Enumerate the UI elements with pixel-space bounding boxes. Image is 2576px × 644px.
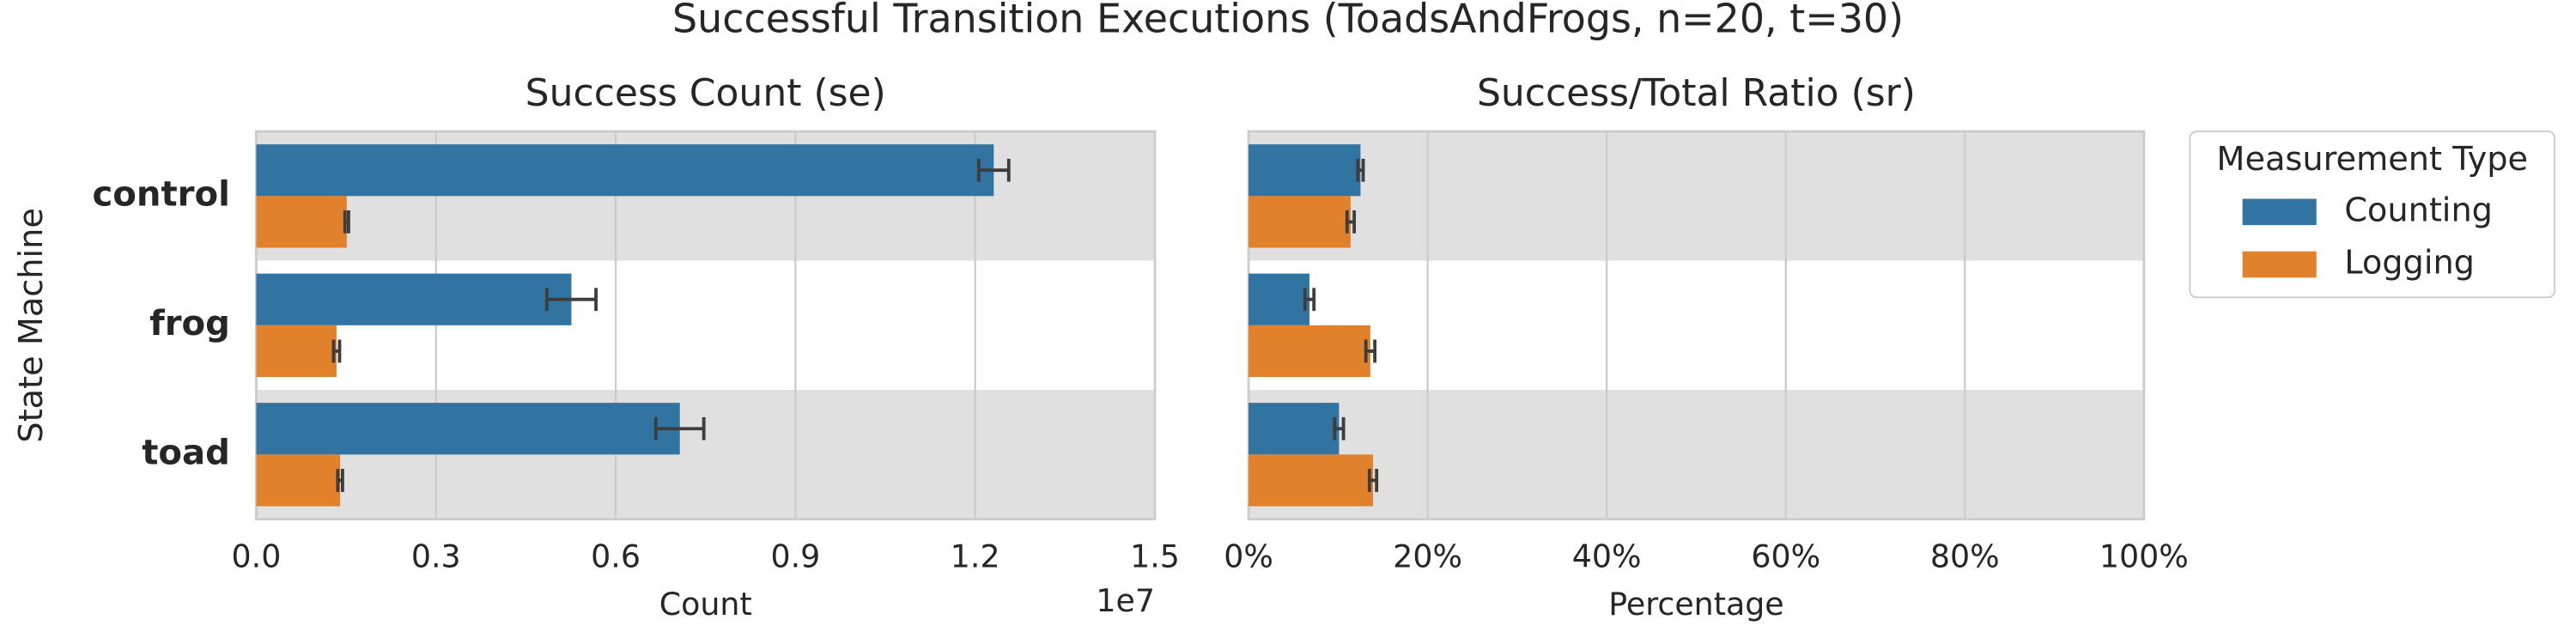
bar — [256, 144, 994, 197]
chart-title: Success Count (se) — [526, 71, 886, 115]
x-tick-label: 40% — [1572, 538, 1642, 575]
error-bar — [1303, 288, 1316, 312]
error-bar — [1364, 339, 1377, 363]
bar — [256, 454, 341, 507]
bar — [1249, 403, 1340, 455]
y-tick-label: control — [93, 174, 230, 214]
bar — [256, 403, 680, 455]
figure-title: Successful Transition Executions (ToadsA… — [672, 0, 1904, 41]
error-bar — [343, 210, 350, 234]
x-offset-label: 1e7 — [1096, 582, 1155, 619]
bar — [256, 196, 347, 248]
bar — [1249, 273, 1309, 325]
error-bar — [653, 416, 706, 440]
x-tick-label: 0.6 — [591, 538, 641, 575]
x-tick-label: 1.5 — [1130, 538, 1180, 575]
x-tick-label: 0% — [1224, 538, 1273, 575]
x-tick-label: 1.2 — [951, 538, 1000, 575]
legend-label: Logging — [2344, 244, 2475, 283]
y-tick-label: toad — [142, 433, 230, 472]
legend-swatch — [2242, 251, 2317, 278]
bar — [1249, 325, 1370, 378]
bar — [256, 273, 572, 325]
x-tick-label: 80% — [1930, 538, 2000, 575]
x-tick-label: 20% — [1393, 538, 1462, 575]
x-tick-label: 0.3 — [411, 538, 461, 575]
legend-title: Measurement Type — [2216, 140, 2528, 179]
bar — [1249, 454, 1374, 507]
x-tick-label: 100% — [2099, 538, 2189, 575]
bar — [256, 325, 337, 378]
y-axis-label: State Machine — [12, 208, 51, 443]
x-tick-label: 0.9 — [770, 538, 820, 575]
error-bar — [1356, 158, 1365, 182]
row-band — [1249, 131, 2144, 261]
error-bar — [976, 158, 1011, 182]
x-axis-label: Percentage — [1608, 586, 1783, 623]
error-bar — [1367, 469, 1379, 492]
legend-label: Counting — [2344, 191, 2493, 229]
error-bar — [1345, 210, 1357, 234]
error-bar — [331, 339, 342, 363]
error-bar — [1333, 416, 1346, 440]
bar — [1249, 196, 1351, 248]
row-band — [1249, 390, 2144, 519]
x-tick-label: 0.0 — [232, 538, 282, 575]
chart-title: Success/Total Ratio (sr) — [1477, 71, 1916, 115]
error-bar — [544, 288, 598, 312]
error-bar — [336, 469, 344, 492]
legend-swatch — [2242, 198, 2317, 226]
y-tick-label: frog — [149, 304, 230, 343]
x-tick-label: 60% — [1751, 538, 1820, 575]
bar — [1249, 144, 1361, 197]
x-axis-label: Count — [659, 586, 752, 623]
